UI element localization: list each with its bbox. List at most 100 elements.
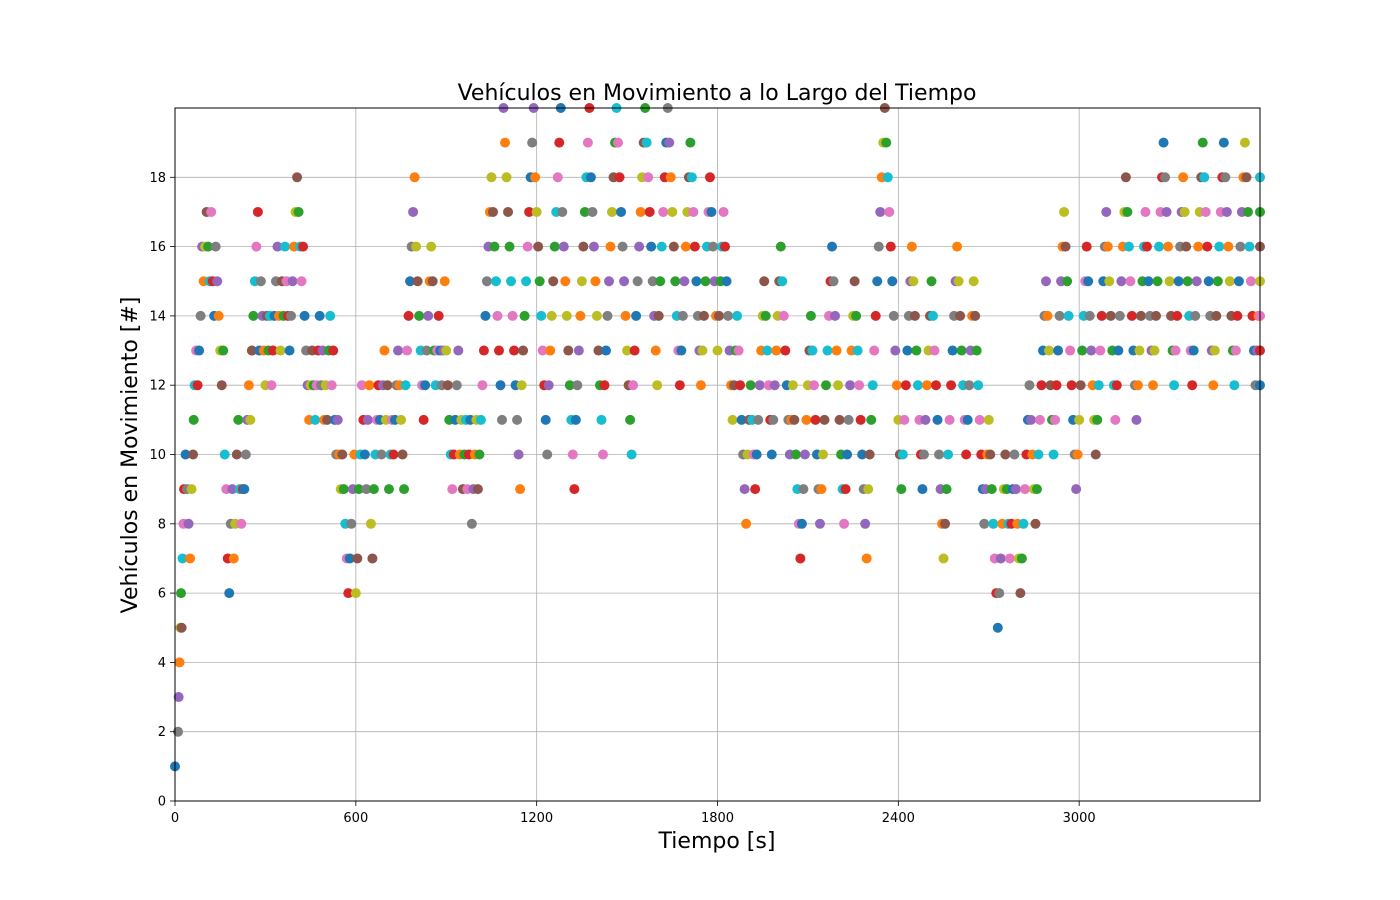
data-point [600,345,611,356]
data-point [1212,276,1223,287]
data-point [338,484,349,495]
data-point [1111,380,1122,391]
data-point [376,449,387,460]
data-point [267,345,278,356]
data-point [983,414,994,425]
data-point [578,241,589,252]
data-point [1199,172,1210,183]
data-point [1019,484,1030,495]
data-point [1218,137,1229,148]
data-point [1135,310,1146,321]
data-point [1208,380,1219,391]
data-point [248,310,259,321]
data-point [1063,310,1074,321]
data-point [855,414,866,425]
data-point [828,276,839,287]
data-point [1164,276,1175,287]
data-point [875,206,886,217]
data-point [1051,380,1062,391]
data-point [695,380,706,391]
data-point [1197,137,1208,148]
data-point [1179,206,1190,217]
x-axis-label: Tiempo [s] [658,829,776,854]
data-point [863,484,874,495]
data-point [664,137,675,148]
data-point [885,241,896,252]
data-point [1239,137,1250,148]
x-tick-label: 600 [343,811,368,826]
data-point [346,518,357,529]
data-point [1120,172,1131,183]
x-tick-label: 1200 [520,811,553,826]
data-point [1132,380,1143,391]
data-point [1187,380,1198,391]
data-point [691,276,702,287]
data-point [570,414,581,425]
data-point [1224,276,1235,287]
data-point [497,414,508,425]
data-point [864,449,875,460]
data-point [735,380,746,391]
data-point [453,345,464,356]
data-point [245,414,256,425]
data-point [516,380,527,391]
data-point [890,345,901,356]
data-point [1229,380,1240,391]
data-point [240,449,251,460]
data-point [698,310,709,321]
data-point [944,414,955,425]
data-point [426,241,437,252]
data-point [938,553,949,564]
data-point [588,241,599,252]
data-point [897,449,908,460]
data-point [843,414,854,425]
data-point [1161,206,1172,217]
data-point [932,414,943,425]
data-point [798,484,809,495]
data-point [383,484,394,495]
data-point [766,449,777,460]
data-point [332,414,343,425]
data-point [472,484,483,495]
data-point [218,345,229,356]
data-point [670,276,681,287]
data-point [399,484,410,495]
data-point [686,172,697,183]
data-point [1093,380,1104,391]
data-point [365,518,376,529]
data-point [1182,276,1193,287]
data-point [680,241,691,252]
data-point [619,276,630,287]
data-point [421,345,432,356]
y-tick-label: 14 [149,309,166,324]
data-point [231,449,242,460]
data-point [266,380,277,391]
data-point [931,380,942,391]
data-point [962,414,973,425]
data-point [908,276,919,287]
data-point [188,414,199,425]
data-point [643,172,654,183]
data-point [929,345,940,356]
data-point [857,449,868,460]
data-point [909,310,920,321]
data-point [1163,241,1174,252]
data-point [720,241,731,252]
data-point [1095,345,1106,356]
data-point [831,345,842,356]
data-point [1158,137,1169,148]
data-point [543,380,554,391]
data-point [646,241,657,252]
data-point [246,345,257,356]
data-point [1034,414,1045,425]
data-point [667,206,678,217]
data-point [243,380,254,391]
data-point [1143,276,1154,287]
data-point [487,206,498,217]
data-point [402,345,413,356]
data-point [521,276,532,287]
data-point [920,414,931,425]
data-point [689,241,700,252]
x-tick-label: 3000 [1063,811,1096,826]
data-point [626,449,637,460]
